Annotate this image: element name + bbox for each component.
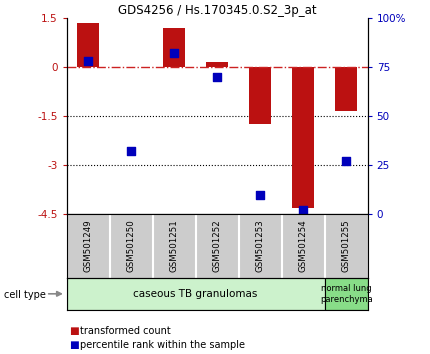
Text: cell type: cell type — [4, 290, 46, 299]
Title: GDS4256 / Hs.170345.0.S2_3p_at: GDS4256 / Hs.170345.0.S2_3p_at — [118, 4, 316, 17]
Point — [300, 207, 307, 213]
Text: ■: ■ — [69, 326, 79, 336]
Point — [85, 58, 92, 64]
Text: GSM501254: GSM501254 — [299, 219, 307, 272]
Text: percentile rank within the sample: percentile rank within the sample — [80, 340, 245, 350]
Bar — [325, 278, 368, 310]
Text: ■: ■ — [69, 340, 79, 350]
Text: normal lung
parenchyma: normal lung parenchyma — [320, 284, 372, 303]
Text: transformed count: transformed count — [80, 326, 170, 336]
Text: GSM501249: GSM501249 — [84, 219, 92, 272]
Point — [128, 148, 135, 154]
Text: GSM501253: GSM501253 — [256, 219, 264, 272]
Bar — [163, 28, 185, 67]
Text: caseous TB granulomas: caseous TB granulomas — [133, 289, 258, 299]
Point — [343, 158, 350, 164]
Point — [171, 50, 178, 56]
Point — [214, 74, 221, 80]
Bar — [67, 278, 325, 310]
Text: GSM501252: GSM501252 — [213, 219, 221, 272]
Bar — [120, 67, 142, 68]
Bar — [206, 62, 228, 67]
Bar — [77, 23, 99, 67]
Bar — [292, 67, 314, 207]
Bar — [335, 67, 357, 111]
Text: GSM501250: GSM501250 — [127, 219, 135, 272]
Text: GSM501251: GSM501251 — [170, 219, 178, 272]
Point — [257, 192, 264, 197]
Bar — [249, 67, 271, 124]
Text: GSM501255: GSM501255 — [342, 219, 350, 272]
